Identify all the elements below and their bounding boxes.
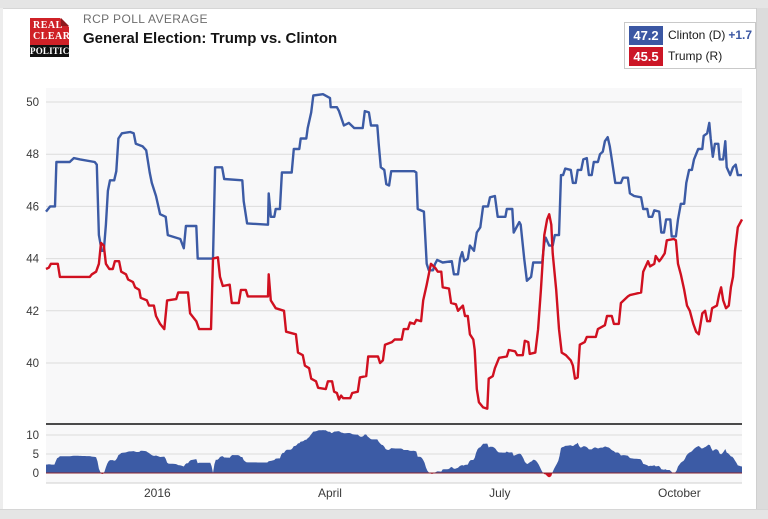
poll-chart[interactable]: 40 42 44 46 48 50 0 5 10 2016 April July October (0, 88, 768, 508)
legend-row-clinton: 47.2 Clinton (D) +1.7 (629, 25, 753, 45)
x-axis-label: October (658, 486, 701, 500)
rcp-logo[interactable]: REAL CLEAR POLITICS (30, 18, 75, 57)
spread-axis-label: 0 (33, 468, 39, 480)
clinton-line[interactable] (45, 93, 742, 282)
y-axis-label: 42 (26, 306, 39, 318)
clinton-legend-label: Clinton (D) (668, 28, 726, 42)
rcp-logo-red-panel: REAL CLEAR (30, 18, 71, 45)
poll-average-eyebrow: RCP POLL AVERAGE (83, 12, 208, 26)
window-frame-right (756, 8, 768, 510)
poll-chart-svg[interactable]: 40 42 44 46 48 50 0 5 10 2016 April July October (0, 88, 768, 508)
window-frame-left (0, 8, 3, 510)
clinton-value-chip: 47.2 (629, 25, 663, 45)
y-axis-label: 50 (26, 97, 39, 109)
spread-axis-label: 10 (26, 430, 39, 442)
x-axis-label: July (489, 486, 510, 500)
page-title: General Election: Trump vs. Clinton (83, 30, 338, 47)
trump-line[interactable] (45, 213, 744, 410)
rcp-logo-politics: POLITICS (30, 45, 75, 57)
spread-axis-label: 5 (33, 449, 39, 461)
clinton-lead-delta: +1.7 (728, 28, 753, 42)
trump-legend-label: Trump (R) (668, 49, 723, 63)
x-axis-label: April (318, 486, 342, 500)
legend-row-trump: 45.5 Trump (R) (629, 46, 751, 66)
x-axis-label: 2016 (144, 486, 171, 500)
rcp-logo-text: REAL CLEAR (33, 20, 71, 42)
spread-area-clinton-lead[interactable] (46, 430, 742, 477)
trump-value-chip: 45.5 (629, 46, 663, 66)
legend-box: 47.2 Clinton (D) +1.7 45.5 Trump (R) (624, 22, 756, 69)
y-axis-label: 44 (26, 254, 39, 266)
logo-fold-flap-icon (61, 18, 69, 26)
y-axis-label: 48 (26, 149, 39, 161)
y-axis-label: 46 (26, 201, 39, 213)
window-frame-top (0, 0, 768, 9)
y-axis-label: 40 (26, 358, 39, 370)
window-frame-bottom (0, 509, 768, 519)
